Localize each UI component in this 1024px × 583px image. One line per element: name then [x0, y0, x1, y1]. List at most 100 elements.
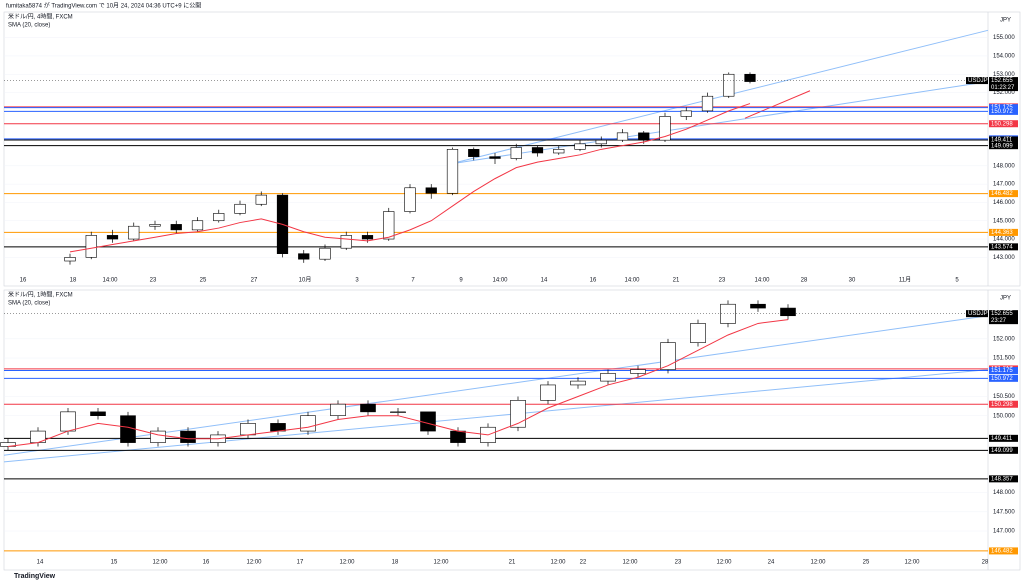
- candle-body: [425, 187, 437, 194]
- x-tick-label: 16: [590, 278, 597, 284]
- symbol-label: USDJPY: [968, 78, 992, 84]
- level-label: 149.411: [991, 436, 1013, 442]
- symbol-label: USDJPY: [968, 311, 992, 317]
- candle-body: [574, 143, 586, 150]
- level-label-box: [989, 190, 1018, 198]
- candle-body: [510, 147, 522, 159]
- level-label-box: [989, 367, 1018, 375]
- candle-body: [180, 430, 196, 443]
- x-tick-label: 12:00: [622, 560, 638, 566]
- candle-body: [723, 73, 735, 97]
- trend-line: [744, 90, 811, 119]
- candle-body: [240, 423, 256, 436]
- candle-body: [660, 342, 676, 370]
- x-tick-label: 14:00: [624, 278, 640, 284]
- level-label-box: [989, 446, 1018, 454]
- symbol-box: [966, 310, 988, 318]
- candle-body: [701, 95, 714, 112]
- x-tick-label: 12:00: [550, 560, 566, 566]
- x-tick-label: 25: [200, 278, 207, 284]
- x-tick-label: 11月: [899, 277, 911, 284]
- level-label-box: [989, 104, 1018, 112]
- x-tick-label: 12:00: [716, 560, 732, 566]
- x-tick-label: 28: [982, 560, 989, 566]
- candle-body: [191, 220, 204, 231]
- y-tick-label: 153.000: [993, 72, 1015, 78]
- x-tick-label: 14:00: [492, 278, 508, 284]
- x-tick-label: 16: [20, 278, 27, 284]
- indicator-label: SMA (20, close): [8, 23, 50, 29]
- candle-body: [60, 411, 76, 432]
- x-tick-label: 22: [580, 560, 587, 566]
- last-price-label: 152.655: [991, 78, 1013, 84]
- candle-body: [570, 380, 586, 386]
- y-tick-label: 152.000: [993, 336, 1015, 342]
- level-label: 149.411: [991, 138, 1013, 144]
- candle-body: [540, 384, 556, 401]
- x-tick-label: 21: [509, 560, 516, 566]
- level-label: 144.363: [991, 230, 1013, 236]
- x-tick-label: 12:00: [904, 560, 920, 566]
- x-tick-label: 24: [768, 560, 775, 566]
- y-tick-label: 147.000: [993, 529, 1015, 535]
- candle-body: [630, 369, 646, 374]
- candle-body: [510, 400, 526, 428]
- y-tick-label: 145.000: [993, 218, 1015, 224]
- candle-body: [106, 235, 119, 240]
- x-tick-label: 7: [411, 278, 415, 284]
- candle-body: [300, 415, 316, 432]
- candle-body: [595, 139, 607, 145]
- level-label-box: [989, 142, 1018, 150]
- level-label-box: [989, 228, 1018, 236]
- x-tick-label: 17: [297, 560, 304, 566]
- level-label-box: [989, 374, 1018, 382]
- level-label: 150.298: [991, 402, 1013, 408]
- x-tick-label: 9: [459, 278, 463, 284]
- sma-line: [7, 319, 789, 447]
- footer-logo: TradingView: [14, 573, 56, 580]
- x-tick-label: 5: [955, 278, 959, 284]
- candle-body: [680, 110, 692, 117]
- candle-body: [340, 235, 352, 249]
- candle-body: [120, 415, 136, 443]
- candle-body: [531, 147, 544, 154]
- candle-body: [383, 211, 395, 240]
- level-label-box: [989, 547, 1018, 555]
- level-label: 150.298: [991, 121, 1013, 127]
- candle-body: [553, 149, 565, 154]
- countdown-label: 01:23:27: [991, 85, 1015, 91]
- y-tick-label: 148.000: [993, 490, 1015, 496]
- level-label: 149.099: [991, 448, 1013, 454]
- x-tick-label: 23: [719, 278, 726, 284]
- x-tick-label: 25: [863, 560, 870, 566]
- candle-body: [720, 303, 736, 324]
- candle-body: [360, 403, 376, 413]
- chart-title: 米ドル/円, 4時間, FXCM: [8, 13, 73, 21]
- level-label: 148.357: [991, 476, 1013, 482]
- x-tick-label: 27: [251, 278, 258, 284]
- x-tick-label: 30: [849, 278, 856, 284]
- level-label: 149.099: [991, 143, 1013, 149]
- y-tick-label: 148.000: [993, 163, 1015, 169]
- x-tick-label: 12:00: [246, 560, 262, 566]
- y-tick-label: 155.000: [993, 35, 1015, 41]
- trend-line: [3, 369, 989, 463]
- candle-body: [361, 235, 374, 240]
- candle-body: [390, 411, 406, 413]
- y-tick-label: 151.500: [993, 356, 1015, 362]
- candle-body: [750, 303, 766, 309]
- x-tick-label: 3: [355, 278, 359, 284]
- chart-frame: [3, 11, 1021, 287]
- x-tick-label: 15: [111, 560, 118, 566]
- level-label-box: [989, 475, 1018, 483]
- y-tick-label: 152.000: [993, 90, 1015, 96]
- candle-body: [468, 149, 480, 157]
- level-label: 146.482: [991, 549, 1013, 555]
- level-label-box: [989, 120, 1018, 128]
- level-label-box: [989, 136, 1018, 144]
- level-label: 146.482: [991, 191, 1013, 197]
- x-tick-label: 18: [70, 278, 77, 284]
- symbol-box: [966, 77, 988, 85]
- candle-body: [255, 194, 267, 205]
- candle-body: [450, 430, 466, 443]
